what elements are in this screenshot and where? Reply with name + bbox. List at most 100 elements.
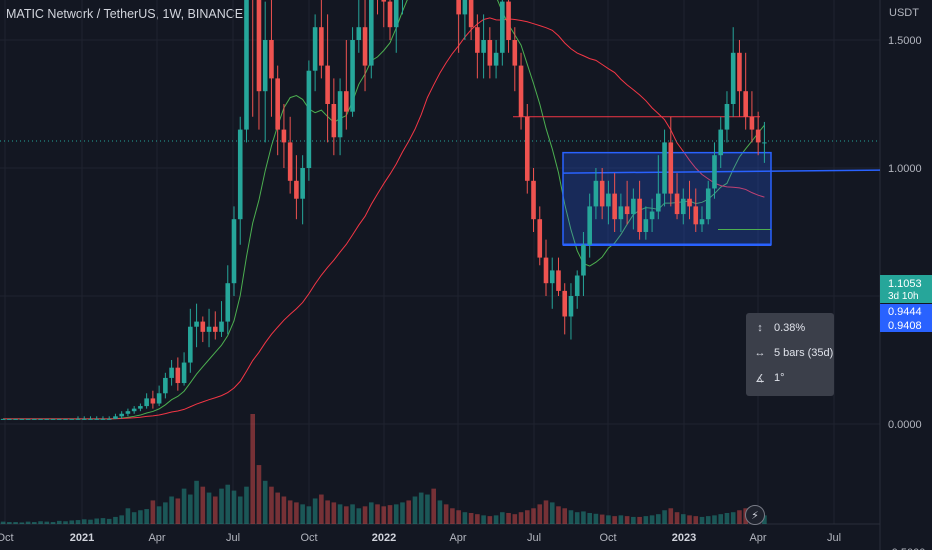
candle-body <box>587 206 592 245</box>
volume-bar <box>450 508 455 524</box>
volume-bar <box>231 490 237 524</box>
candle-body <box>518 65 524 117</box>
candle-body <box>543 257 549 284</box>
candle-body <box>631 198 636 215</box>
measure-angle-row: ∡ 1° <box>752 370 785 386</box>
candle-body <box>531 180 536 220</box>
volume-bar <box>531 508 536 524</box>
volume-bar <box>587 513 592 524</box>
volume-bar <box>381 506 387 524</box>
candle-body <box>730 52 736 104</box>
volume-bar <box>32 522 37 524</box>
volume-bar <box>724 513 730 524</box>
candle-body <box>125 411 131 414</box>
candle-body <box>393 0 399 28</box>
volume-bar <box>50 522 56 524</box>
candle-body <box>593 180 599 207</box>
candle-body <box>156 393 162 404</box>
candle-body <box>131 408 137 412</box>
volume-bar <box>637 516 642 524</box>
level-2-badge <box>880 318 932 332</box>
candle-body <box>337 91 343 138</box>
volume-bar <box>106 518 112 524</box>
candle-body <box>718 129 724 156</box>
trend-ray <box>562 169 881 174</box>
candle-body <box>568 296 574 317</box>
candle-body <box>537 219 543 258</box>
volume-bar <box>406 500 412 524</box>
angle-icon: ∡ <box>755 372 765 385</box>
candle-body <box>88 418 93 420</box>
candle-body <box>262 40 268 92</box>
level-1-label: 0.9444 <box>888 306 922 318</box>
x-tick-label: Apr <box>148 532 165 544</box>
volume-bar <box>643 516 649 524</box>
volume-bar <box>13 522 18 524</box>
candle-body <box>737 52 742 92</box>
volume-bar <box>269 486 274 524</box>
candle-body <box>350 40 355 112</box>
candle-body <box>387 1 393 28</box>
volume-bar <box>344 506 349 524</box>
volume-bar <box>94 518 100 524</box>
x-tick-label: 2021 <box>70 532 94 544</box>
candle-body <box>306 70 312 168</box>
x-tick-label: Oct <box>599 532 616 544</box>
volume-bar <box>537 504 543 524</box>
volume-bar <box>662 510 667 524</box>
volume-bar <box>493 515 499 524</box>
volume-bar <box>69 520 75 524</box>
candle-body <box>56 418 62 420</box>
candle-body <box>643 219 649 232</box>
volume-bar <box>0 521 6 524</box>
candle-body <box>362 27 368 66</box>
candle-body <box>656 193 661 212</box>
candlesticks <box>0 0 767 420</box>
candle-body <box>524 116 530 181</box>
candle-body <box>674 193 680 215</box>
volume-bar <box>656 514 661 524</box>
volume-bar <box>524 510 530 524</box>
volume-bar <box>562 508 568 524</box>
volume-bar <box>456 510 461 524</box>
candle-body <box>119 413 124 417</box>
currency-label: USDT <box>889 7 919 19</box>
volume-bar <box>88 519 93 524</box>
volume-bar <box>581 511 586 524</box>
volume-bar <box>393 504 399 524</box>
volume-bar <box>19 522 25 524</box>
volume-bar <box>431 488 436 524</box>
measure-bars-row: ↔ 5 bars (35d) <box>752 345 834 361</box>
volume-bar <box>425 494 430 524</box>
volume-bar <box>56 520 62 524</box>
x-tick-label: Jul <box>226 532 240 544</box>
volume-bar <box>337 504 343 524</box>
candle-body <box>256 0 262 92</box>
measure-angle: 1° <box>774 372 785 384</box>
candle-body <box>169 367 174 378</box>
candle-body <box>356 27 362 40</box>
candle-body <box>300 168 305 199</box>
x-tick-label: Apr <box>449 532 466 544</box>
volume-bar <box>256 465 262 524</box>
volume-bar <box>244 486 249 524</box>
candle-body <box>163 377 168 394</box>
candle-body <box>32 418 37 420</box>
volume-bar <box>599 514 605 524</box>
candle-body <box>680 198 686 215</box>
candle-body <box>287 142 293 181</box>
candle-body <box>113 416 118 419</box>
candle-body <box>500 1 505 53</box>
measure-percent: 0.38% <box>774 322 806 334</box>
lightning-icon[interactable]: ⚡ <box>745 505 765 525</box>
volume-bar <box>119 515 124 524</box>
candle-body <box>325 65 330 104</box>
level-1-badge <box>880 304 932 318</box>
chart-grid <box>0 0 881 550</box>
volume-bar <box>518 512 524 524</box>
volume-bar <box>718 514 724 524</box>
candle-body <box>344 91 349 112</box>
candle-body <box>506 1 511 41</box>
volume-bar <box>375 504 380 524</box>
